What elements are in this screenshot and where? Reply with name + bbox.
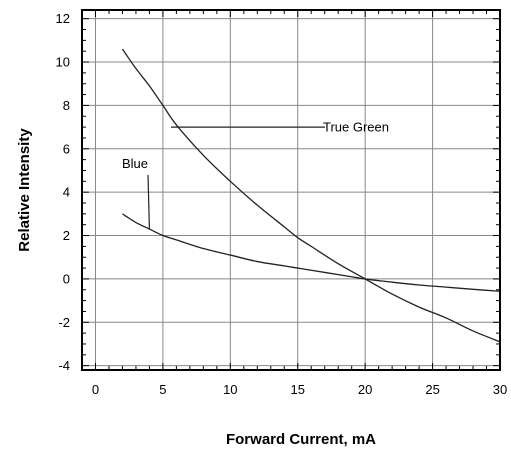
tick-labels: 0 5 10 15 20 25 30 -4 -2 0 2 4 6 8 10 12 xyxy=(56,11,508,397)
annotation-label-true-green: True Green xyxy=(323,120,389,135)
plot-frame xyxy=(81,9,501,371)
y-tick-label-2: 2 xyxy=(63,228,70,243)
x-tick-label-5: 5 xyxy=(159,382,166,397)
annotations: True Green Blue xyxy=(122,120,389,230)
x-tick-label-10: 10 xyxy=(223,382,237,397)
series xyxy=(121,48,501,343)
y-tick-label-8: 8 xyxy=(63,98,70,113)
x-tick-label-30: 30 xyxy=(493,382,507,397)
x-tick-label-20: 20 xyxy=(358,382,372,397)
x-tick-label-0: 0 xyxy=(92,382,99,397)
series-line-true-green xyxy=(121,48,501,343)
annotation-leader-blue xyxy=(147,174,151,230)
y-axis-title: Relative Intensity xyxy=(16,128,33,252)
y-tick-label-0: 0 xyxy=(63,271,70,286)
x-tick-label-25: 25 xyxy=(425,382,439,397)
series-line-blue xyxy=(122,213,501,292)
y-tick-label-12: 12 xyxy=(56,11,70,26)
ticks xyxy=(81,10,501,370)
annotation-label-blue: Blue xyxy=(122,156,148,171)
y-tick-label-4: 4 xyxy=(63,185,70,200)
y-tick-label--2: -2 xyxy=(58,315,70,330)
x-tick-label-15: 15 xyxy=(291,382,305,397)
x-axis-title: Forward Current, mA xyxy=(226,431,376,448)
y-tick-label-6: 6 xyxy=(63,141,70,156)
y-tick-label--4: -4 xyxy=(58,358,70,373)
y-tick-label-10: 10 xyxy=(56,55,70,70)
grid xyxy=(82,10,501,370)
